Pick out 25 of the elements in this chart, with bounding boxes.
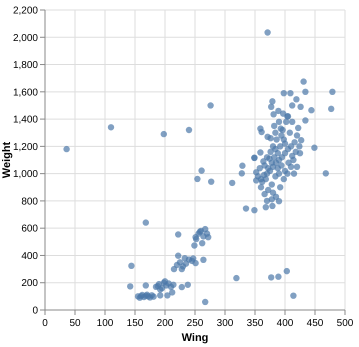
y-tick-label: 600 bbox=[21, 224, 38, 235]
y-tick-label: 1,000 bbox=[12, 169, 38, 180]
y-tick-label: 1,800 bbox=[12, 60, 38, 72]
y-tick-label: 200 bbox=[21, 278, 38, 290]
y-tick-label: 1,600 bbox=[12, 87, 38, 98]
x-tick-label: 300 bbox=[216, 318, 234, 329]
x-tick-label: 50 bbox=[69, 318, 81, 329]
x-tick-label: 150 bbox=[126, 318, 144, 329]
y-tick-label: 400 bbox=[21, 250, 38, 262]
x-tick-label: 100 bbox=[96, 318, 114, 329]
y-tick-label: 800 bbox=[21, 196, 38, 208]
y-tick-label: 2,200 bbox=[12, 6, 38, 16]
x-tick-label: 250 bbox=[186, 318, 204, 329]
x-tick-label: 450 bbox=[306, 318, 324, 329]
x-tick-label: 0 bbox=[42, 318, 48, 329]
x-tick-label: 200 bbox=[156, 318, 174, 329]
y-tick-label: 2,000 bbox=[12, 32, 38, 44]
x-tick-label: 350 bbox=[246, 318, 264, 329]
y-axis-title: Weight bbox=[1, 141, 13, 178]
x-axis-title: Wing bbox=[182, 332, 208, 344]
y-tick-label: 0 bbox=[32, 306, 38, 316]
y-tick-label: 1,400 bbox=[12, 114, 38, 126]
y-tick-label: 1,200 bbox=[12, 142, 38, 153]
x-tick-label: 400 bbox=[276, 318, 294, 329]
x-tick-label: 500 bbox=[336, 318, 354, 329]
